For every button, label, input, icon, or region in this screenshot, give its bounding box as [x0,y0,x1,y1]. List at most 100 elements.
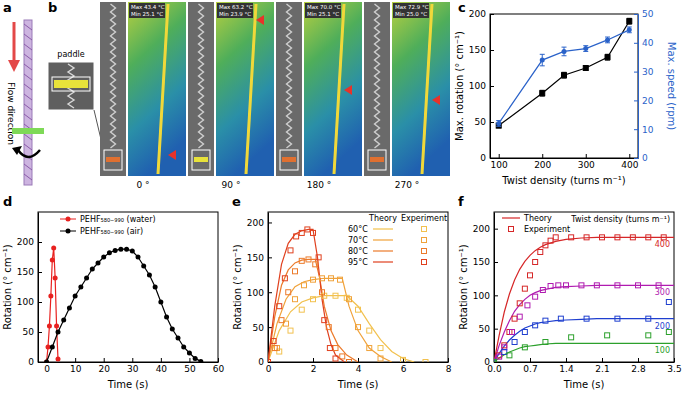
marker [528,273,533,278]
error-bar [583,46,588,52]
tick-label: 30 [642,67,654,77]
error-bar [627,27,632,33]
marker [329,276,334,281]
series-line [494,285,674,362]
marker [51,246,56,251]
marker [401,357,406,362]
tick-mark [674,358,675,362]
tick: 50 [253,322,272,332]
legend: TheoryExperimentTwist density (turns m⁻¹… [502,214,670,234]
marker [78,285,83,290]
tick-label: 100 [473,291,490,301]
error-bar [605,37,610,43]
marker [605,37,610,42]
marker [170,327,175,332]
tick: 300 [578,154,595,170]
legend-label: PEHF₅₈₀₋₉₉₀ (air) [80,227,143,236]
marker [646,316,651,321]
marker [90,267,95,272]
temp-min: Min 25.1 °C [131,11,163,17]
series-line [494,343,674,362]
tick-mark [494,229,498,230]
rod-twist [24,144,32,150]
marker [579,283,584,288]
marker [656,283,661,288]
series [44,247,203,362]
marker [313,262,318,267]
rod-twist [24,24,32,30]
marker [512,340,517,345]
tick-mark [494,295,498,296]
tick: 150 [469,45,494,55]
tick: 0 [480,153,494,163]
tick-label: 3.5 [667,364,681,374]
tick-label: 1.4 [559,364,574,374]
tick-mark [189,358,190,362]
hot-marker [168,150,176,160]
series [494,343,674,362]
axis-line [269,362,449,363]
tick-mark [634,100,638,101]
y-axis-title: Rotation (° cm⁻¹) [458,244,469,330]
hot-marker [256,15,264,25]
tick-label: 200 [534,160,551,170]
marker [181,345,186,350]
tick: 100 [491,154,508,170]
paddle [106,157,120,162]
marker [73,294,78,299]
tick-mark [638,358,639,362]
marker [311,230,316,235]
tick-label: 0 [484,357,490,367]
fiber [287,4,292,148]
axis-line [495,362,675,363]
marker [164,315,169,320]
tick: 40 [156,358,168,374]
fiber [199,4,204,148]
tick-mark [268,222,272,223]
tick-mark [490,14,494,15]
axis: 050100150200 [17,213,42,368]
marker [340,354,345,359]
plot-data [494,235,674,362]
marker [147,273,152,278]
rod-twist [24,84,32,90]
tick: 50 [634,9,654,19]
marker [311,277,316,282]
chart: e02468050100150200Time (s)Rotation (° cm… [232,194,452,390]
marker [101,255,106,260]
axis-line [38,213,39,363]
tick: 200 [469,9,494,19]
marker [497,354,502,359]
tick-label: 6 [401,364,407,374]
marker [198,359,203,362]
panel-label: f [458,194,464,209]
tick: 100 [247,288,272,298]
marker [584,316,589,321]
axis-line [39,362,219,363]
flow-arrow [13,22,16,62]
marker [502,350,507,355]
marker [594,283,599,288]
tick: 200 [247,218,272,228]
marker [44,360,49,363]
marker [661,235,666,240]
axis: 0.00.71.42.12.83.5 [487,358,681,374]
marker [512,316,517,321]
axis: 050100150200 [473,213,498,368]
error-bar [583,66,588,70]
marker [569,335,574,340]
plot-frame [490,14,638,158]
tick: 0.7 [523,358,537,374]
marker [268,360,271,363]
series-line [47,249,201,362]
series [268,257,352,362]
tick: 60 [213,358,225,374]
marker [522,345,527,350]
tick: 0 [258,357,272,367]
marker [347,297,352,302]
thermal-fiber [246,4,256,174]
rod-twist [24,44,32,50]
series [268,293,428,362]
legend-line [373,261,393,262]
tick-label: 20 [98,364,110,374]
